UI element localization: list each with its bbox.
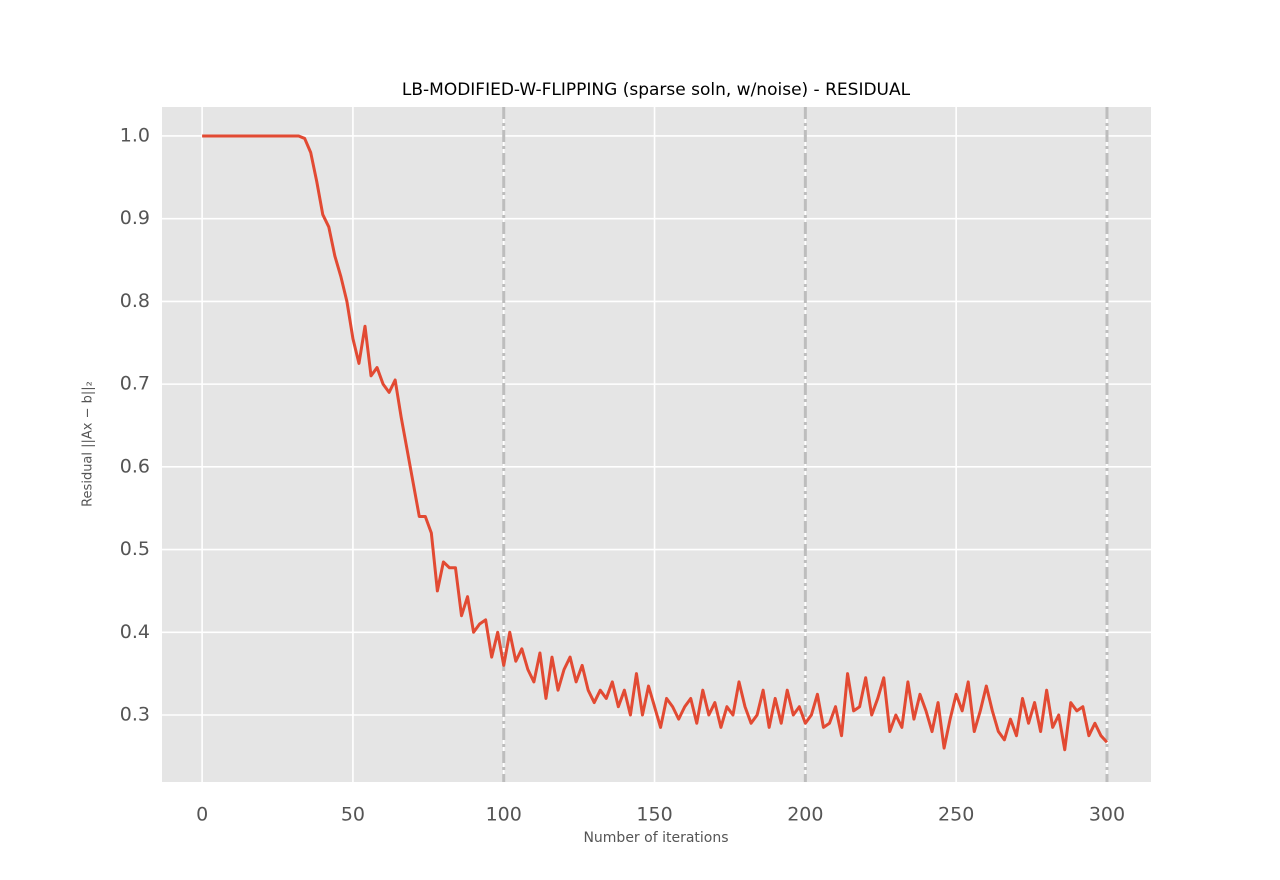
x-tick-label: 50 [341,804,365,826]
chart-title: LB-MODIFIED-W-FLIPPING (sparse soln, w/n… [402,80,911,100]
plot-area [162,107,1151,782]
x-tick-label: 150 [636,804,672,826]
y-tick-label: 0.7 [120,373,150,395]
x-axis-label: Number of iterations [583,830,728,846]
x-tick-label: 200 [787,804,823,826]
y-tick-label: 1.0 [120,124,150,146]
data-line [202,134,1109,752]
x-tick-label: 250 [938,804,974,826]
y-tick-label: 0.5 [120,538,150,560]
y-tick-label: 0.6 [120,455,150,477]
y-tick-label: 0.3 [120,703,150,725]
x-tick-label: 0 [196,804,208,826]
y-tick-label: 0.9 [120,207,150,229]
y-tick-label: 0.8 [120,290,150,312]
y-tick-label: 0.4 [120,621,150,643]
y-axis-label: Residual ||Ax − b||₂ [81,381,96,507]
x-tick-label: 100 [486,804,522,826]
x-tick-label: 300 [1089,804,1125,826]
